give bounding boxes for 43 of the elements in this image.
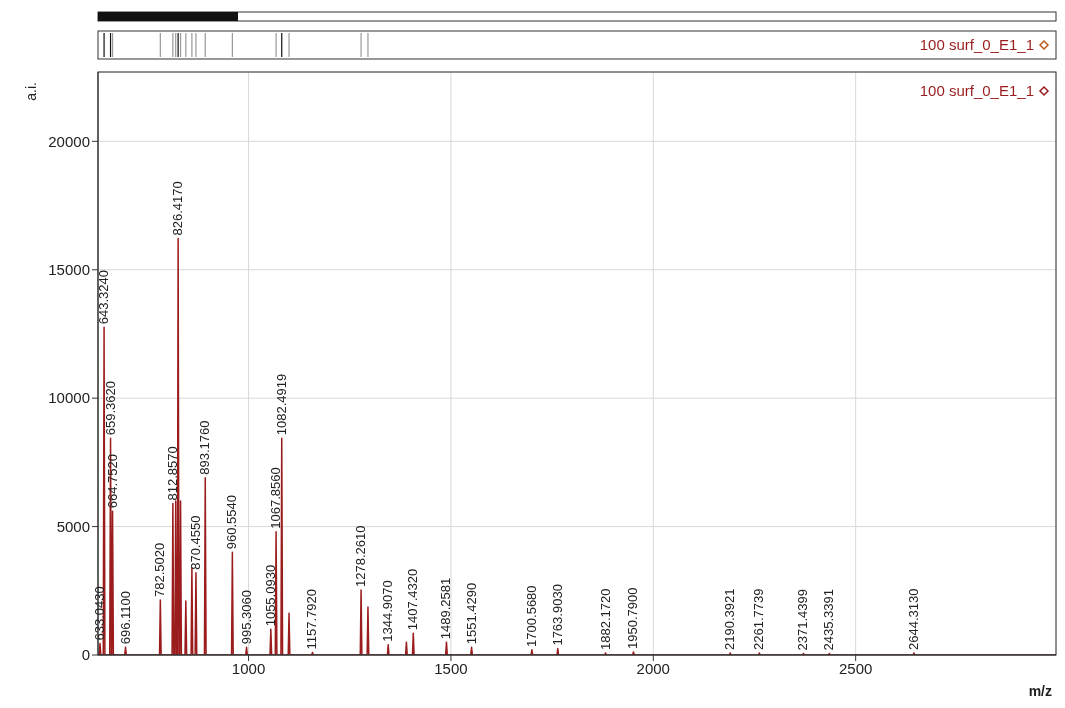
annotation: 643.3240 (96, 270, 112, 325)
annotation: 870.4550 (187, 515, 203, 570)
annotation: 1489.2581 (438, 577, 454, 640)
annotation: 1082.4919 (273, 373, 289, 436)
annotation: 1344.9070 (380, 580, 396, 642)
y-tick-label: 0 (81, 646, 90, 664)
annotation: 1551.4290 (463, 582, 479, 645)
annotation: 1157.7920 (304, 588, 320, 650)
annotation: 1950.7900 (625, 587, 641, 649)
x-tick-label: 1000 (231, 659, 266, 677)
annotation: 659.3620 (102, 381, 118, 436)
annotation: 2190.3921 (722, 588, 738, 650)
annotation: 826.4170 (170, 181, 186, 236)
annotation: 960.5540 (224, 495, 240, 550)
x-tick-label: 2000 (636, 659, 670, 677)
annotation: 1055.0930 (262, 564, 278, 627)
x-tick-label: 1500 (434, 659, 468, 677)
annotation: 696.1100 (117, 591, 133, 645)
y-axis-title: a.i. (23, 82, 39, 101)
annotation: 2644.3130 (905, 588, 921, 650)
y-tick-label: 10000 (48, 389, 90, 407)
annotation: 1067.8560 (268, 467, 284, 529)
y-tick-label: 20000 (48, 132, 90, 150)
annotation: 1700.5680 (523, 585, 539, 647)
annotation: 2435.3391 (821, 589, 837, 651)
y-tick-label: 5000 (56, 517, 90, 535)
annotation: 1882.1720 (597, 588, 613, 650)
annotation: 995.3060 (238, 590, 254, 645)
legend-label: 100 surf_0_E1_1 (919, 82, 1034, 99)
annotation: 893.1760 (197, 420, 213, 475)
text: 100 surf_0_E1_1 (919, 36, 1034, 53)
annotation: 1278.2610 (353, 525, 369, 588)
annotation: 812.8570 (164, 446, 180, 501)
annotation: 1763.9030 (549, 584, 565, 646)
x-axis-title: m/z (1028, 683, 1052, 699)
annotation: 782.5020 (152, 542, 168, 598)
annotation: 633.0430 (92, 586, 108, 641)
y-tick-label: 15000 (48, 261, 90, 279)
x-tick-label: 2500 (838, 659, 873, 677)
annotation: 2371.4399 (795, 589, 811, 651)
annotation: 2261.7739 (751, 588, 767, 650)
annotation: 664.7520 (104, 453, 120, 509)
annotation: 1407.4320 (405, 568, 421, 631)
